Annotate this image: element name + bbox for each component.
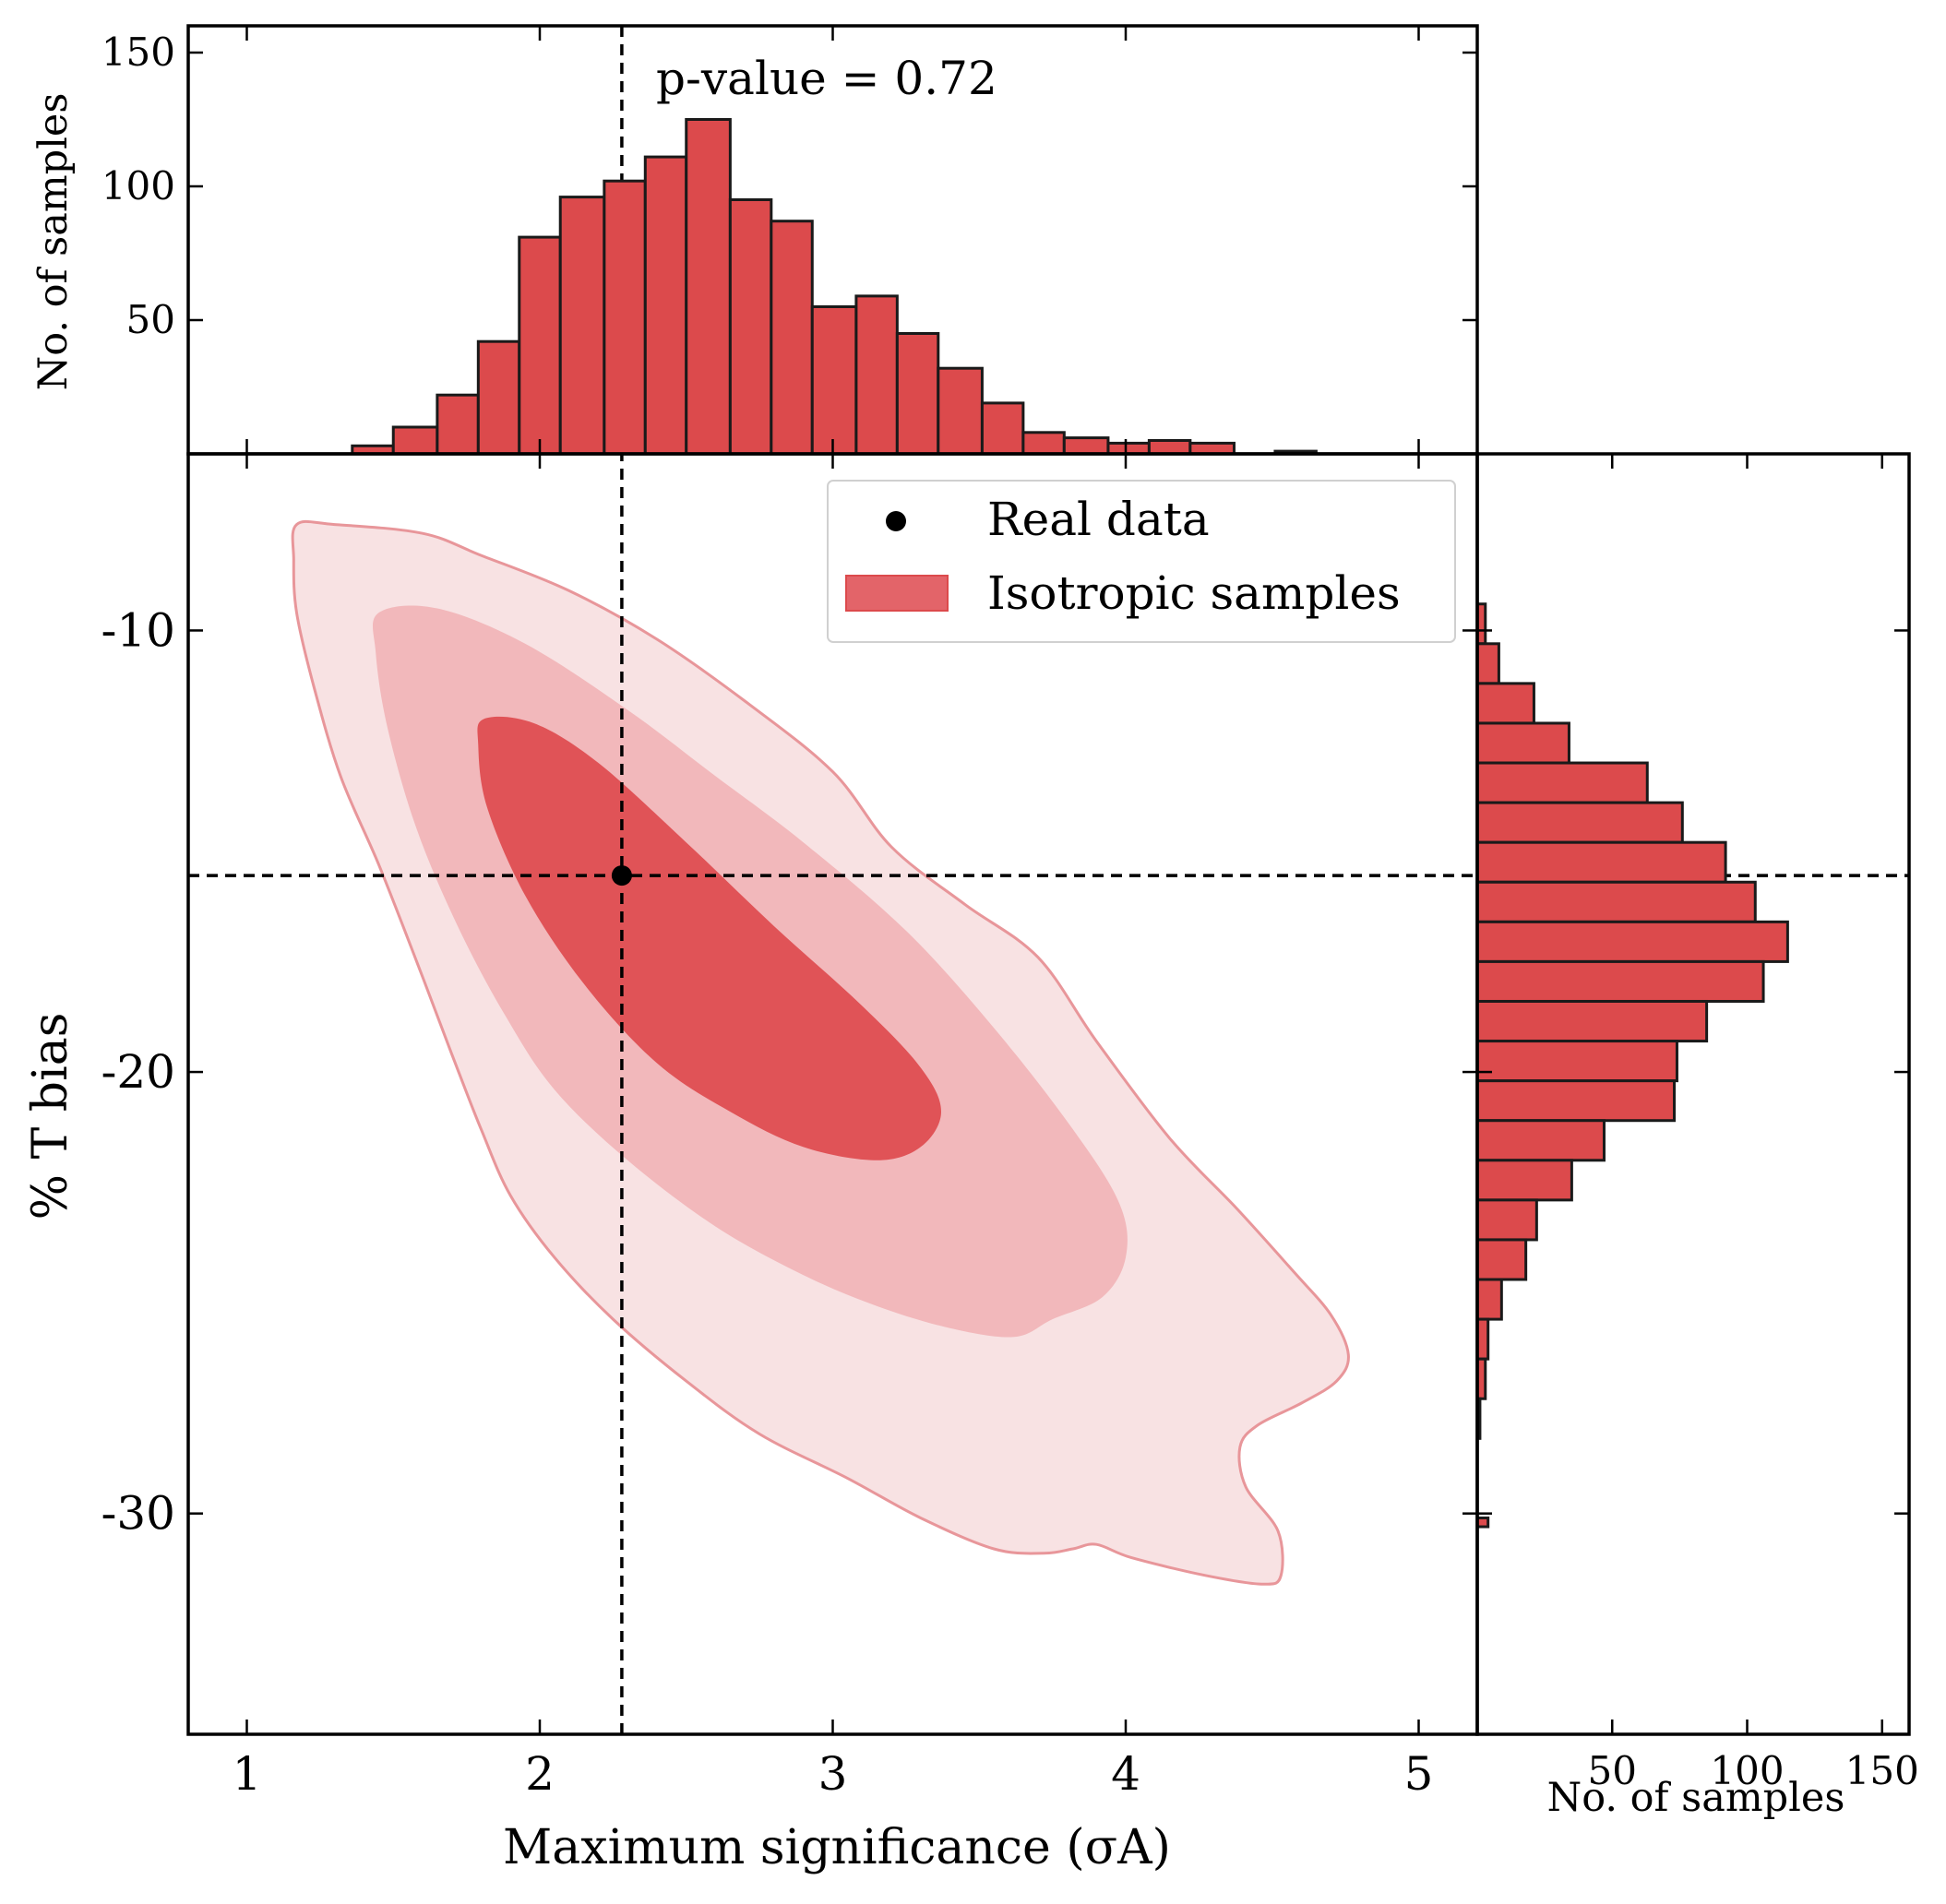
right-histogram-bar (1475, 761, 1649, 804)
top-y-tick-label: 100 (101, 163, 175, 208)
right-histogram-bar (1475, 682, 1535, 725)
top-histogram-bar (770, 220, 814, 456)
contour-inner (477, 716, 941, 1160)
top-histogram-bar (643, 155, 688, 456)
right-histogram-bar (1475, 1278, 1503, 1321)
legend-isotropic-label: Isotropic samples (987, 566, 1401, 620)
main-x-tick-label: 4 (1111, 1747, 1140, 1801)
legend: Real data Isotropic samples (827, 480, 1456, 643)
real-data-layer (611, 865, 632, 887)
top-histogram-bar (1021, 431, 1066, 456)
right-x-axis-label: No. of samples (1547, 1775, 1845, 1821)
main-y-tick-label: -30 (101, 1487, 175, 1541)
right-histogram-bar (1475, 1198, 1538, 1242)
main-x-tick-label: 2 (525, 1747, 555, 1801)
top-histogram-bar (603, 179, 647, 456)
top-y-axis-label: No. of samples (30, 93, 77, 391)
right-histogram-bar (1475, 1317, 1490, 1361)
top-histogram-bar (980, 401, 1025, 456)
main-x-axis-label: Maximum significance (σA) (503, 1820, 1171, 1875)
right-histogram-bar (1475, 642, 1500, 685)
top-histogram-bar (810, 305, 858, 456)
top-histogram-bar (518, 235, 562, 456)
top-histogram-bar (558, 196, 606, 456)
contour-layer (291, 519, 1350, 1586)
right-histogram-bar (1475, 959, 1765, 1003)
tick-marks (188, 26, 1909, 1734)
right-histogram-bar (1475, 1079, 1677, 1123)
legend-real-data-marker (886, 511, 906, 531)
right-histogram-bar (1475, 1159, 1573, 1202)
right-histogram-bar (1475, 1238, 1528, 1281)
right-histogram-bar (1475, 721, 1570, 765)
top-histogram-bar (391, 425, 439, 456)
main-x-tick-label: 1 (233, 1747, 262, 1801)
top-histogram-bar (685, 118, 732, 456)
tick-labels: 1 2 3 4 5 -10 -20 -30 50 100 150 50 100 150 (101, 30, 1918, 1801)
right-x-tick-label: 50 (1588, 1748, 1637, 1793)
top-histogram-bar (854, 294, 899, 456)
right-histogram-bar (1475, 880, 1757, 923)
top-histogram-bar (728, 198, 773, 456)
top-histogram-bar (476, 339, 521, 456)
main-x-tick-label: 5 (1404, 1747, 1434, 1801)
top-histogram-bar (895, 332, 940, 456)
pvalue-annotation: p-value = 0.72 (656, 52, 997, 105)
top-histogram-bar (937, 366, 984, 456)
top-histogram-bar (436, 393, 480, 456)
top-histogram-bar (1147, 439, 1192, 456)
right-histogram-bar (1475, 1516, 1490, 1529)
right-histogram-bar (1475, 801, 1684, 844)
legend-isotropic-swatch (845, 575, 949, 612)
real-data-point (611, 865, 632, 887)
top-histogram-bars (351, 118, 1318, 456)
legend-real-data-label: Real data (987, 493, 1210, 546)
main-y-tick-label: -20 (101, 1045, 175, 1099)
right-histogram-bar (1475, 1040, 1678, 1083)
right-histogram-bar (1475, 840, 1727, 884)
top-y-tick-label: 50 (126, 297, 175, 342)
top-histogram-bar (1062, 436, 1110, 456)
right-axes-frame (1475, 452, 1911, 1736)
main-y-axis-label: % T bias (23, 1013, 78, 1220)
main-x-tick-label: 3 (818, 1747, 848, 1801)
right-histogram-bar (1475, 920, 1789, 963)
right-histogram-bars (1475, 602, 1789, 1529)
right-histogram-bar (1475, 999, 1709, 1043)
legend-box (827, 480, 1456, 643)
right-histogram-bar (1475, 1119, 1606, 1162)
right-x-tick-label: 100 (1710, 1748, 1784, 1793)
top-y-tick-label: 150 (101, 30, 175, 75)
right-x-tick-label: 150 (1845, 1748, 1919, 1793)
main-y-tick-label: -10 (101, 603, 175, 657)
